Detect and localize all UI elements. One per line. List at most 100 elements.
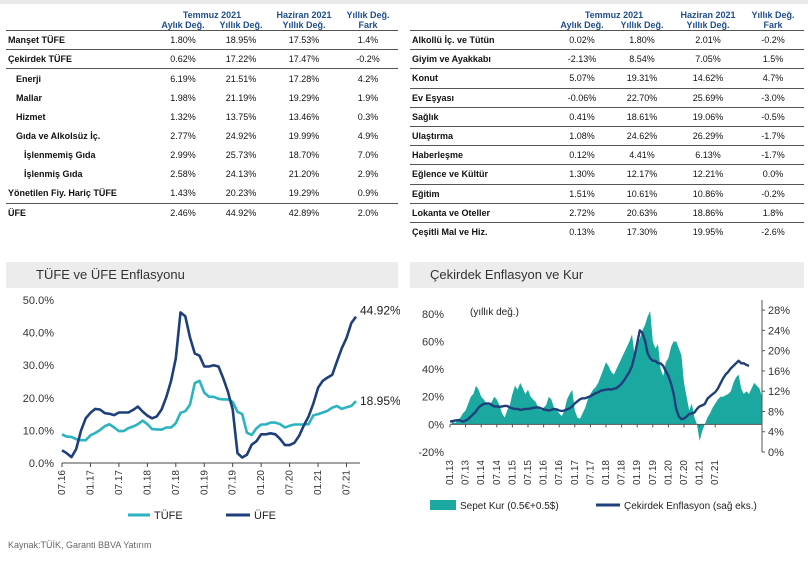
annual-diff: 2.9% — [357, 169, 379, 180]
end-value-label: 18.95% — [360, 394, 400, 408]
prev-annual-change: 12.21% — [674, 164, 743, 184]
monthly-change: 2.99% — [170, 150, 196, 161]
annual-change: 17.30% — [610, 221, 675, 242]
table-row: Mallar 1.98% 21.19% 19.29% 1.9% — [6, 88, 398, 107]
table-row: Enerji 6.19% 21.51% 17.28% 4.2% — [6, 68, 399, 89]
y-left-tick-label: -20% — [418, 447, 444, 459]
prev-annual-change: 14.62% — [674, 68, 743, 89]
annual-diff: -0.2% — [338, 49, 399, 69]
annual-change: 10.61% — [610, 183, 675, 204]
annual-change: 19.31% — [610, 68, 675, 89]
table-row: Yönetilen Fiy. Hariç TÜFE 1.43% 20.23% 19.2… — [6, 184, 398, 203]
x-tick-label: 07.20 — [285, 470, 296, 495]
tufe-ufe-line-chart: 0.0% 10.0% 20.0% 30.0% 40.0% 50.0% 07.16 01.17 0… — [23, 295, 400, 522]
x-tick-label: 01.17 — [85, 470, 96, 495]
header-group-3: Yıllık Değ. — [346, 10, 390, 20]
prev-annual-change: 19.95% — [674, 221, 743, 242]
y-left-tick-label: 20% — [422, 392, 444, 404]
monthly-change: 0.41% — [554, 106, 610, 127]
x-tick-label: 01.18 — [601, 460, 612, 485]
monthly-change: 1.08% — [554, 125, 610, 146]
header-sub-1: Aylık Değ. — [154, 20, 212, 31]
annual-change: 8.54% — [610, 49, 675, 69]
x-tick-label: 07.16 — [554, 460, 565, 485]
annual-change: 4.41% — [610, 145, 675, 165]
table-row: İşlenmemiş Gıda 2.99% 25.73% 18.70% 7.0% — [6, 146, 398, 165]
chart1-title: TÜFE ve ÜFE Enflasyonu — [36, 267, 185, 282]
chart1-title-bar — [6, 262, 398, 288]
y-right-tick-label: 8% — [768, 406, 784, 418]
x-tick-label: 01.21 — [313, 470, 324, 495]
table-row: Lokanta ve Oteller 2.72% 20.63% 18.86% 1.8% — [410, 202, 805, 223]
prev-annual-change: 6.13% — [674, 145, 743, 165]
table-row: Ulaştırma 1.08% 24.62% 26.29% -1.7% — [410, 125, 805, 146]
annual-diff: 4.9% — [357, 131, 379, 142]
legend-swatch-kur — [430, 500, 456, 510]
y-tick-label: 0.0% — [29, 458, 54, 470]
top-bar — [0, 0, 808, 4]
annual-change: 25.73% — [225, 150, 257, 161]
y-right-tick-label: 0% — [768, 447, 784, 459]
row-label: Çeşitli Mal ve Hiz. — [410, 221, 554, 242]
series-line-ufe — [61, 311, 358, 459]
monthly-change: -2.13% — [554, 49, 610, 69]
annual-diff: 1.4% — [357, 35, 379, 46]
x-tick-label: 01.13 — [445, 460, 456, 485]
y-right-tick-label: 24% — [768, 325, 790, 337]
x-tick-label: 01.15 — [507, 460, 518, 485]
prev-annual-change: 13.46% — [288, 111, 320, 122]
table-row: Çeşitli Mal ve Hiz. 0.13% 17.30% 19.95% -2.6… — [410, 221, 805, 242]
prev-annual-change: 19.29% — [288, 188, 320, 199]
monthly-change: 6.19% — [154, 68, 212, 89]
annual-diff: 0.3% — [357, 111, 379, 122]
x-tick-label: 07.21 — [342, 470, 353, 495]
x-tick-label: 01.21 — [695, 460, 706, 485]
x-tick-label: 07.17 — [585, 460, 596, 485]
monthly-change: 2.72% — [554, 202, 610, 223]
monthly-change: 1.80% — [170, 35, 196, 46]
table-row: Gıda ve Alkolsüz İç. 2.77% 24.92% 19.99% 4.9… — [6, 126, 398, 145]
annual-change: 21.51% — [212, 68, 271, 89]
x-tick-label: 07.19 — [228, 470, 239, 495]
row-label: Lokanta ve Oteller — [410, 202, 554, 223]
annual-diff: 4.7% — [742, 68, 805, 89]
annual-change: 24.92% — [225, 131, 257, 142]
table-row: Ev Eşyası -0.06% 22.70% 25.69% -3.0% — [410, 87, 805, 108]
header-sub-3: Yıllık Değ. — [270, 20, 339, 31]
annual-diff: 4.2% — [338, 68, 399, 89]
legend-label-kur: Sepet Kur (0.5€+0.5$) — [460, 501, 559, 512]
row-label: Yönetilen Fiy. Hariç TÜFE — [8, 188, 117, 199]
header-group-2: Haziran 2021 — [276, 10, 332, 20]
prev-annual-change: 2.01% — [695, 35, 721, 46]
annual-change: 17.22% — [212, 49, 271, 69]
prev-annual-change: 17.53% — [288, 35, 320, 46]
monthly-change: 1.30% — [554, 164, 610, 184]
row-label: İşlenmemiş Gıda — [24, 150, 96, 161]
x-tick-label: 07.21 — [710, 460, 721, 485]
monthly-change: 2.77% — [170, 131, 196, 142]
annual-diff: 0.0% — [742, 164, 805, 184]
y-tick-label: 50.0% — [23, 295, 54, 307]
annual-change: 20.63% — [610, 202, 675, 223]
annual-change: 22.70% — [610, 87, 675, 108]
series-area-kur — [450, 311, 762, 441]
table-row: Çekirdek TÜFE 0.62% 17.22% 17.47% -0.2% — [6, 49, 399, 69]
table-row: Hizmet 1.32% 13.75% 13.46% 0.3% — [6, 107, 398, 126]
annual-diff: 0.9% — [357, 188, 379, 199]
prev-annual-change: 21.20% — [288, 169, 320, 180]
annual-change: 21.19% — [225, 92, 257, 103]
y-tick-label: 40.0% — [23, 328, 54, 340]
monthly-change: 1.32% — [170, 111, 196, 122]
row-label: İşlenmiş Gıda — [24, 169, 83, 180]
row-label: Mallar — [16, 92, 43, 103]
monthly-change: 1.43% — [170, 188, 196, 199]
annual-change: 12.17% — [610, 164, 675, 184]
chart2-title: Çekirdek Enflasyon ve Kur — [430, 267, 584, 282]
annual-diff: -1.7% — [742, 125, 805, 146]
legend-label-tufe: TÜFE — [154, 510, 183, 522]
prev-annual-change: 17.47% — [270, 49, 339, 69]
annual-diff: 1.8% — [742, 202, 805, 223]
y-left-tick-label: 0% — [428, 419, 444, 431]
row-label: Sağlık — [410, 106, 554, 127]
prev-annual-change: 19.29% — [288, 92, 320, 103]
